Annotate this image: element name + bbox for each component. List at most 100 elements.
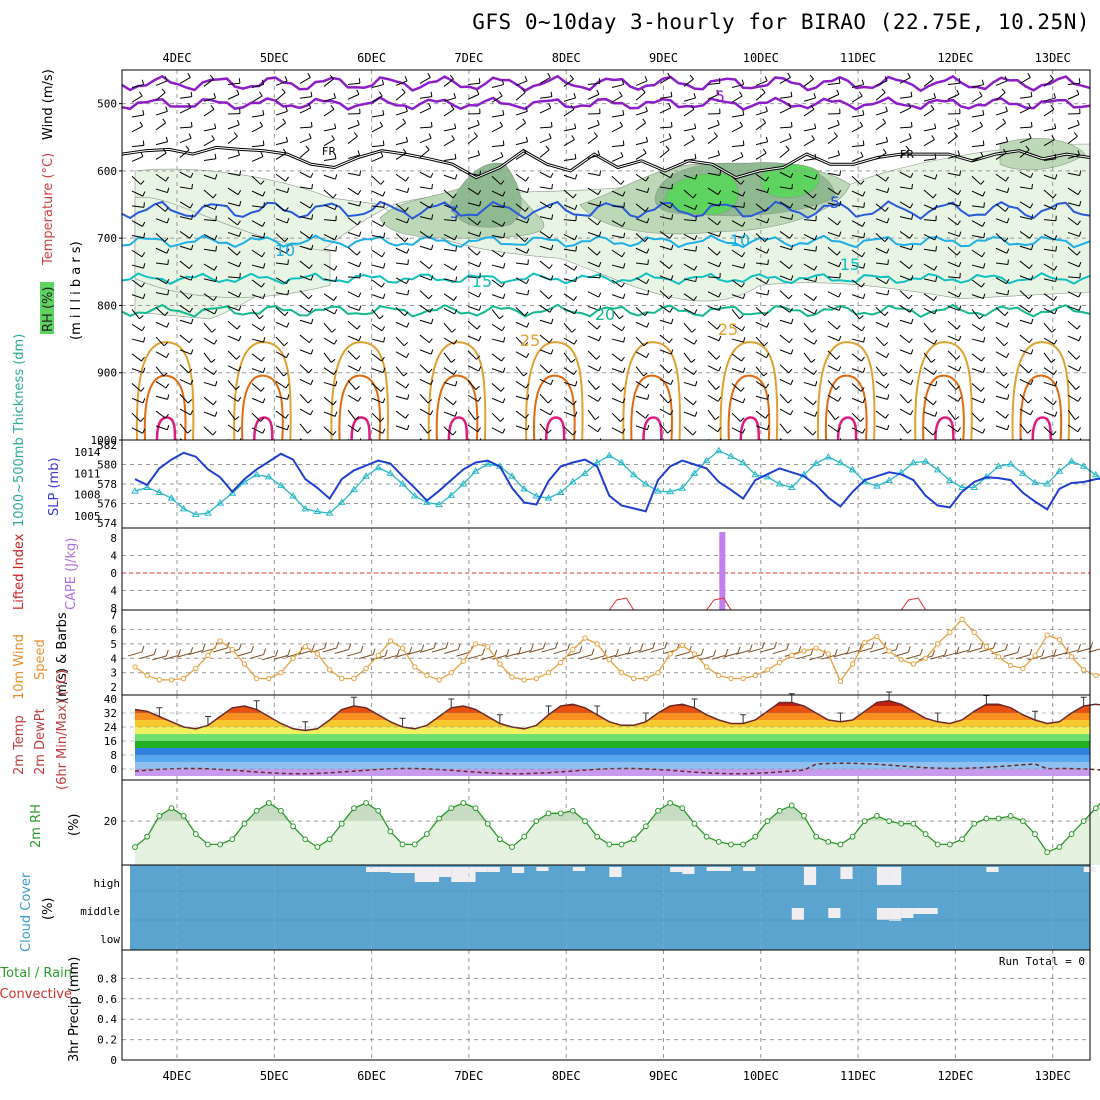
upper-barb-flag xyxy=(690,358,696,363)
upper-barb-flag xyxy=(983,263,986,269)
upper-barb-flag xyxy=(428,294,433,300)
upper-barb-flag xyxy=(980,180,985,185)
upper-barb-staff xyxy=(659,364,670,374)
upper-barb-staff xyxy=(539,393,549,404)
upper-barb-staff xyxy=(203,381,216,387)
upper-barb-staff xyxy=(467,335,480,342)
wind10-barb-flag xyxy=(822,649,826,657)
rh2m-point xyxy=(691,820,698,827)
upper-barb-flag xyxy=(478,261,482,267)
upper-barb-staff xyxy=(947,246,958,256)
upper-barb-staff xyxy=(635,381,647,389)
slp-point xyxy=(337,498,346,505)
upper-barb-staff xyxy=(395,92,406,101)
upper-barb-staff xyxy=(731,294,744,300)
upper-barb-staff xyxy=(299,393,309,404)
upper-barb-staff xyxy=(155,425,168,431)
slp-point xyxy=(605,451,614,459)
upper-barb-flag xyxy=(550,91,553,97)
upper-barb-flag xyxy=(167,289,170,296)
upper-barb-staff xyxy=(995,80,1008,86)
upper-barb-staff xyxy=(203,426,214,436)
upper-barb-flag xyxy=(910,410,914,416)
upper-barb-staff xyxy=(659,149,670,158)
upper-barb-flag xyxy=(956,355,961,360)
wind10-barb xyxy=(614,652,629,658)
upper-barb-staff xyxy=(851,175,862,185)
cloud-high-gap-20 xyxy=(840,867,853,879)
upper-barb-staff xyxy=(947,217,958,226)
upper-barb-staff xyxy=(467,320,478,330)
wind10-barb xyxy=(869,647,885,653)
upper-barb-staff xyxy=(467,380,477,390)
precip-tick-0.6: 0.6 xyxy=(97,993,117,1006)
upper-barb-flag xyxy=(932,193,937,199)
rh2m-point xyxy=(496,836,503,843)
isotherm-25-lobe-2 xyxy=(330,341,389,441)
wind10-point xyxy=(776,659,783,666)
wind10-barb-flag xyxy=(250,645,254,653)
upper-barb-flag xyxy=(308,133,312,139)
upper-barb-flag xyxy=(741,252,746,258)
upper-barb-flag xyxy=(1050,104,1055,110)
wind10-point xyxy=(436,677,442,683)
upper-barb-staff xyxy=(899,334,910,343)
wind10-point xyxy=(302,644,308,650)
wind10-barb-flag xyxy=(141,645,145,653)
upper-barb-flag xyxy=(381,252,386,258)
upper-barb-flag xyxy=(402,148,407,154)
upper-barb-flag xyxy=(599,200,602,207)
upper-barb-flag xyxy=(884,207,889,212)
upper-barb-flag xyxy=(618,91,623,97)
upper-barb-flag xyxy=(862,367,866,373)
upper-barb-staff xyxy=(803,248,816,252)
upper-barb-staff xyxy=(659,231,671,239)
upper-barb-staff xyxy=(947,172,960,177)
upper-barb-staff xyxy=(971,397,984,404)
upper-barb-flag xyxy=(238,78,241,84)
upper-barb-staff xyxy=(251,220,263,227)
upper-barb-flag xyxy=(310,172,314,178)
upper-barb-flag xyxy=(214,235,218,241)
upper-barb-staff xyxy=(371,338,384,343)
slp-point xyxy=(423,498,431,505)
rh2m-point xyxy=(533,818,540,825)
slp-point xyxy=(435,500,443,508)
upper-barb-flag xyxy=(165,136,169,142)
upper-barb-flag xyxy=(644,311,649,316)
upper-barb-staff xyxy=(131,190,144,197)
upper-barb-staff xyxy=(443,278,456,283)
slp-point xyxy=(909,458,918,466)
upper-barb-flag xyxy=(573,339,578,345)
upper-barb-flag xyxy=(620,417,625,422)
upper-barb-staff xyxy=(347,124,360,130)
upper-barb-staff xyxy=(467,409,476,420)
slp-point xyxy=(264,472,273,480)
upper-barb-flag xyxy=(427,399,433,404)
upper-barb-flag xyxy=(310,318,314,324)
upper-barb-staff xyxy=(131,220,143,227)
upper-barb-flag xyxy=(598,78,601,84)
upper-barb-staff xyxy=(1043,189,1054,199)
upper-barb-staff xyxy=(731,84,744,88)
upper-barb-staff xyxy=(371,175,382,185)
upper-barb-staff xyxy=(323,248,336,252)
upper-barb-flag xyxy=(1078,366,1082,372)
upper-barb-flag xyxy=(910,91,913,97)
upper-barb-flag xyxy=(646,353,650,358)
isotherm-25-lobe-0 xyxy=(135,341,195,441)
upper-barb-flag xyxy=(334,174,338,180)
upper-barb-flag xyxy=(261,326,266,332)
upper-barb-flag xyxy=(380,151,384,157)
upper-barb-flag xyxy=(1030,275,1034,281)
upper-barb-flag xyxy=(358,261,362,267)
upper-barb-flag xyxy=(260,151,264,157)
upper-barb-flag xyxy=(262,293,266,299)
upper-barb-staff xyxy=(371,294,384,300)
upper-barb-flag xyxy=(501,326,506,332)
upper-barb-staff xyxy=(803,174,816,180)
wind10-point xyxy=(849,661,856,667)
upper-barb-staff xyxy=(899,393,909,404)
upper-barb-staff xyxy=(131,144,144,148)
upper-barb-staff xyxy=(851,309,860,320)
